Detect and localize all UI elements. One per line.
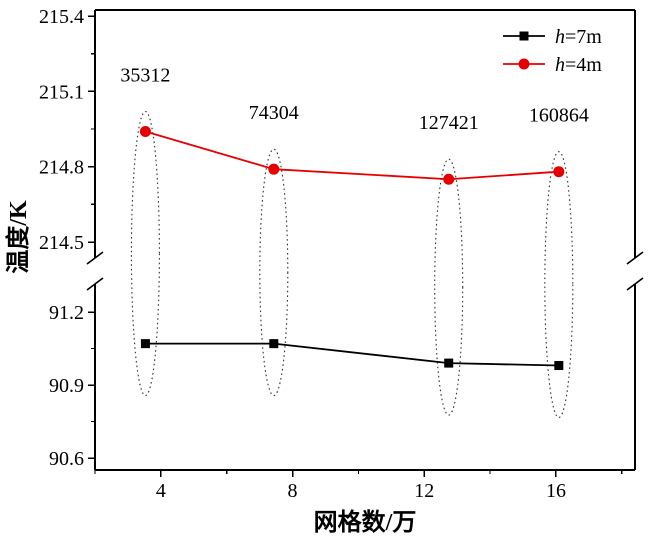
legend-label: h=7m bbox=[555, 26, 602, 48]
x-tick-label: 16 bbox=[546, 480, 566, 502]
plot-frame bbox=[94, 9, 636, 471]
legend-label: h=4m bbox=[555, 54, 602, 76]
x-tick-label: 4 bbox=[156, 480, 166, 502]
annotation-label: 160864 bbox=[529, 105, 589, 127]
data-point-circle bbox=[268, 163, 280, 175]
y-axis-title: 温度/K bbox=[4, 200, 32, 274]
legend: h=7m h=4m bbox=[503, 26, 602, 76]
y-lower-tick-label: 90.9 bbox=[49, 375, 84, 397]
axis-break-slash bbox=[86, 251, 104, 265]
series-h7m bbox=[140, 339, 564, 371]
annotations: 35312 74304 127421 160864 bbox=[120, 65, 588, 135]
x-tick-label: 8 bbox=[288, 480, 298, 502]
highlight-ellipse bbox=[544, 151, 574, 419]
series-line bbox=[145, 342, 559, 367]
legend-marker-square bbox=[519, 31, 529, 41]
y-lower-tick-label: 90.6 bbox=[49, 448, 84, 470]
highlight-ellipses bbox=[130, 110, 574, 419]
legend-entry-h7m: h=7m bbox=[503, 26, 602, 48]
x-axis-title: 网格数/万 bbox=[314, 509, 417, 536]
annotation-label: 35312 bbox=[120, 65, 170, 87]
axis-break-slash bbox=[626, 251, 644, 265]
highlight-ellipse bbox=[434, 158, 464, 416]
data-point-square bbox=[140, 339, 150, 349]
highlight-ellipse bbox=[259, 148, 289, 397]
annotation-label: 74304 bbox=[249, 102, 299, 124]
y-axis: 215.4 215.1 214.8 214.5 91.2 90.9 90.6 bbox=[39, 6, 95, 470]
y-upper-tick-label: 214.5 bbox=[39, 232, 84, 254]
x-tick-label: 12 bbox=[414, 480, 434, 502]
data-point-circle bbox=[553, 166, 565, 178]
legend-entry-h4m: h=4m bbox=[503, 54, 602, 76]
series-line bbox=[145, 130, 559, 181]
highlight-ellipse bbox=[130, 110, 160, 397]
data-point-square bbox=[269, 339, 279, 349]
data-point-circle bbox=[443, 173, 455, 185]
data-point-square bbox=[444, 358, 454, 368]
axis-break-slash bbox=[626, 277, 644, 291]
y-upper-tick-label: 215.4 bbox=[39, 6, 84, 28]
x-axis: 4 8 12 16 bbox=[94, 470, 623, 502]
axis-break-marks bbox=[86, 251, 644, 291]
series-h4m bbox=[139, 126, 565, 185]
annotation-label: 127421 bbox=[419, 112, 479, 134]
axis-break-slash bbox=[86, 277, 104, 291]
y-lower-tick-label: 91.2 bbox=[49, 302, 84, 324]
data-point-circle bbox=[139, 126, 151, 138]
y-upper-tick-label: 215.1 bbox=[39, 81, 84, 103]
legend-marker-circle bbox=[518, 58, 530, 70]
y-upper-tick-label: 214.8 bbox=[39, 157, 84, 179]
data-point-square bbox=[554, 361, 564, 371]
